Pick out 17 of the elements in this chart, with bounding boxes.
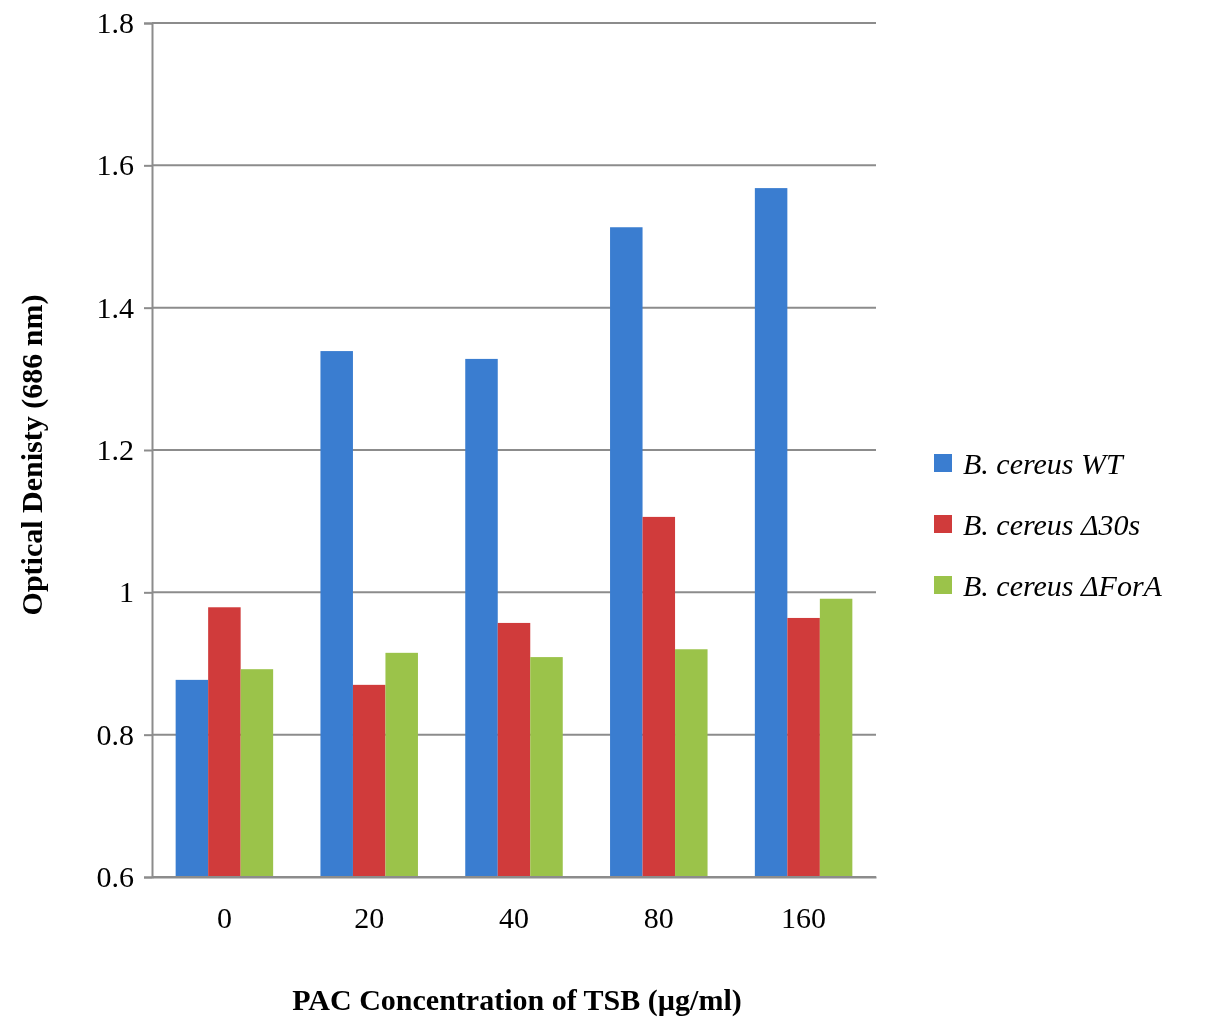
- x-tick-label: 20: [354, 901, 385, 935]
- y-axis-title: Optical Denisty (686 nm): [15, 294, 49, 616]
- x-tick-label: 0: [216, 901, 232, 935]
- x-axis-title: PAC Concentration of TSB (µg/ml): [292, 983, 742, 1017]
- legend-label: B. cereus WT: [963, 447, 1125, 480]
- x-tick-label: 80: [643, 901, 674, 935]
- y-tick-label: 1: [119, 575, 134, 609]
- legend-label: B. cereus ΔForA: [963, 569, 1163, 602]
- x-tick-label: 160: [781, 901, 827, 935]
- y-tick-label: 0.6: [96, 860, 134, 894]
- y-tick-label: 1.2: [96, 433, 134, 467]
- x-tick-label: 40: [499, 901, 529, 935]
- y-tick-label: 1.6: [96, 148, 134, 182]
- legend-label: B. cereus Δ30s: [963, 508, 1141, 541]
- y-tick-label: 1.8: [96, 6, 134, 40]
- y-tick-label: 1.4: [96, 290, 134, 324]
- y-tick-label: 0.8: [96, 717, 134, 751]
